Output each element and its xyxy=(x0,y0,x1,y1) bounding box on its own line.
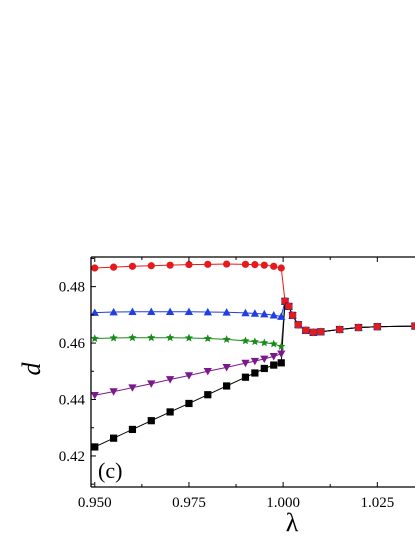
series-1-shared-point-7 xyxy=(317,328,325,336)
series-4-point-7 xyxy=(203,367,212,376)
x-tick-label: 0.975 xyxy=(172,495,206,511)
series-2-point-13 xyxy=(277,312,286,320)
series-4-point-5 xyxy=(165,376,175,384)
x-axis-label: λ xyxy=(286,508,299,537)
series-4-point-8 xyxy=(222,364,231,372)
series-3-point-13 xyxy=(277,342,286,350)
series-1-point-10 xyxy=(251,261,259,269)
series-4-point-11 xyxy=(260,355,269,364)
x-tick-label: 0.950 xyxy=(78,495,112,511)
series-1-point-8 xyxy=(223,260,231,268)
series-4-point-10 xyxy=(250,357,260,366)
series-2-point-9 xyxy=(241,308,250,317)
series-5-point-3 xyxy=(128,425,137,434)
series-2-point-8 xyxy=(222,308,231,316)
series-2-point-10 xyxy=(250,309,260,317)
series-4-point-9 xyxy=(241,359,250,368)
series-5-point-5 xyxy=(166,408,174,416)
series-5-point-12 xyxy=(270,361,278,369)
series-3-point-4 xyxy=(147,333,156,342)
series-1-point-12 xyxy=(270,262,278,270)
series-5-point-7 xyxy=(204,391,212,399)
series-1-point-2 xyxy=(110,263,118,271)
series-3-point-2 xyxy=(109,333,118,342)
series-1-point-1 xyxy=(91,264,99,272)
series-3-point-5 xyxy=(166,333,175,342)
series-2-point-4 xyxy=(147,307,156,316)
series-3-point-8 xyxy=(222,335,231,343)
series-1-point-6 xyxy=(185,261,193,269)
series-3-point-11 xyxy=(260,338,269,347)
y-tick-label: 0.48 xyxy=(59,280,85,296)
series-2-point-5 xyxy=(165,307,175,316)
y-tick-label: 0.44 xyxy=(59,393,86,409)
series-1-shared-point-8 xyxy=(336,325,344,334)
series-2-point-6 xyxy=(184,307,194,316)
series-2-point-12 xyxy=(269,310,278,319)
series-3-point-1 xyxy=(90,334,99,343)
series-3-point-9 xyxy=(241,336,250,345)
series-2-point-2 xyxy=(109,307,118,316)
panel-label: (c) xyxy=(98,458,122,483)
series-5-point-9 xyxy=(241,373,250,381)
x-tick-label: 1.000 xyxy=(266,495,300,511)
series-5-point-8 xyxy=(223,382,231,390)
series-5-point-13 xyxy=(277,359,285,367)
series-2-point-11 xyxy=(260,309,269,318)
y-tick-label: 0.46 xyxy=(59,336,86,352)
series-1-point-5 xyxy=(166,261,174,269)
series-3-point-12 xyxy=(269,339,278,348)
series-1-shared-point-2 xyxy=(285,302,293,310)
series-4-point-4 xyxy=(147,380,156,388)
series-5-point-2 xyxy=(110,434,118,442)
series-3-point-7 xyxy=(203,334,212,343)
series-1-point-13 xyxy=(277,264,285,272)
series-2-point-1 xyxy=(90,308,99,316)
series-1-shared-point-6 xyxy=(309,328,317,336)
series-1-point-4 xyxy=(147,262,155,270)
series-5-point-4 xyxy=(147,417,155,425)
series-1-shared-point-10 xyxy=(373,323,381,331)
x-tick-label: 1.025 xyxy=(360,495,394,511)
series-1-point-3 xyxy=(128,262,137,270)
series-4-point-6 xyxy=(184,372,194,380)
series-2-point-3 xyxy=(128,307,137,316)
series-3-point-6 xyxy=(184,333,194,342)
series-4-point-3 xyxy=(128,384,137,392)
series-1-shared-point-3 xyxy=(288,311,297,320)
chart-marks-layer xyxy=(90,260,415,451)
series-1-shared-point-9 xyxy=(354,323,363,332)
series-5-point-10 xyxy=(251,369,259,377)
series-5-point-11 xyxy=(260,364,268,373)
y-tick-label: 0.42 xyxy=(59,449,85,465)
series-3-point-10 xyxy=(250,337,259,346)
series-5-point-1 xyxy=(91,443,99,451)
series-4-point-1 xyxy=(90,391,99,400)
series-3-point-3 xyxy=(128,333,137,342)
series-4-point-12 xyxy=(269,353,278,361)
series-line-1 xyxy=(94,263,415,333)
y-axis-label: d xyxy=(17,362,46,376)
series-1-point-11 xyxy=(260,261,268,269)
series-5-point-6 xyxy=(185,399,193,408)
chart-axes-layer: 0.950 0.975 1.000 1.025 0.42 0.44 0.46 0.48 xyxy=(59,256,415,511)
series-1-shared-point-11 xyxy=(411,322,415,330)
series-1-shared-point-4 xyxy=(294,321,302,329)
series-1-point-9 xyxy=(241,260,250,268)
series-2-point-7 xyxy=(203,307,212,316)
series-4-point-2 xyxy=(109,388,118,396)
series-1-shared-point-5 xyxy=(302,326,310,334)
series-4-point-13 xyxy=(277,350,286,358)
series-line-2 xyxy=(94,300,415,333)
series-1-point-7 xyxy=(204,260,212,268)
